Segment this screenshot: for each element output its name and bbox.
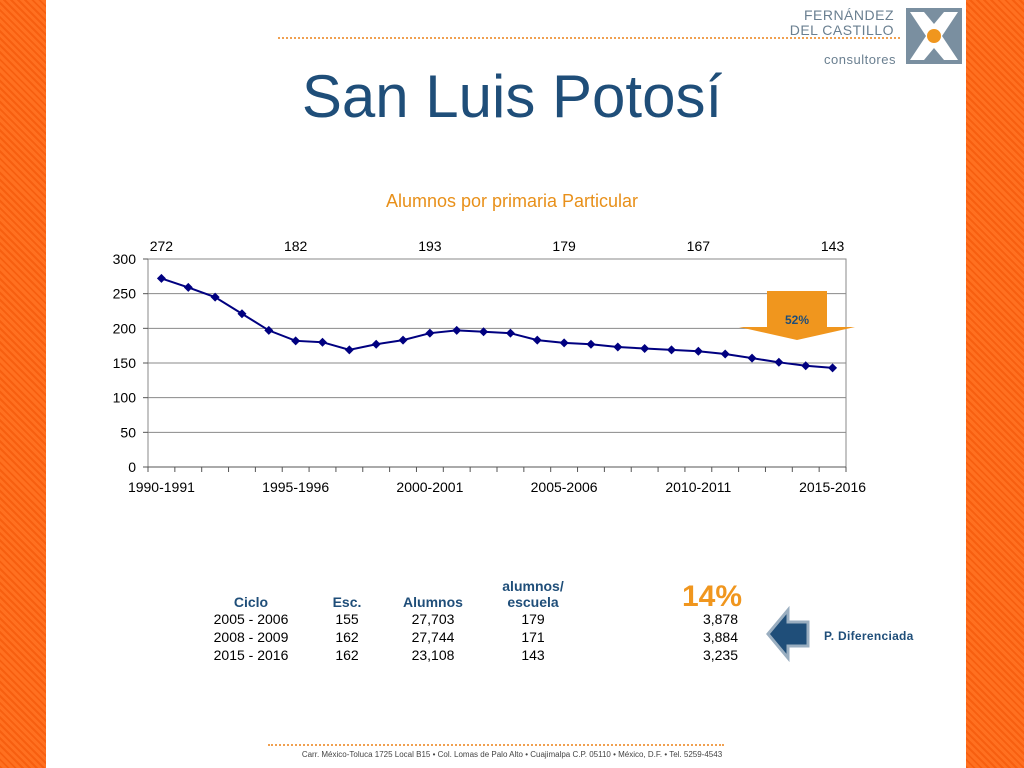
table-row: 2005 - 2006 155 27,703 179 3,878 [196, 610, 744, 628]
header-esc: Esc. [332, 594, 362, 610]
footer-divider [268, 744, 724, 746]
data-point [237, 309, 247, 319]
brand-sub: consultores [824, 52, 896, 67]
back-arrow-icon[interactable] [766, 606, 810, 662]
data-point [452, 325, 462, 335]
data-label: 179 [552, 238, 576, 254]
right-frame-stripe [966, 0, 1024, 768]
x-tick-label: 1990-1991 [128, 479, 195, 495]
data-point [532, 335, 542, 345]
data-point [425, 328, 435, 338]
cell-extra: 3,235 [702, 647, 738, 663]
data-point [183, 282, 193, 292]
data-label: 167 [687, 238, 711, 254]
data-point [747, 353, 757, 363]
cell-ciclo: 2008 - 2009 [213, 629, 289, 645]
data-point [559, 338, 569, 348]
data-point [344, 345, 354, 355]
y-tick-label: 150 [113, 355, 137, 371]
data-point [613, 342, 623, 352]
data-label: 193 [418, 238, 442, 254]
data-point [801, 361, 811, 371]
header-ape-line1: alumnos/ [502, 578, 564, 594]
cell-extra: 3,884 [702, 629, 738, 645]
data-point [318, 337, 327, 347]
cell-esc: 162 [335, 647, 359, 663]
table-header-row: Ciclo Esc. Alumnos alumnos/ escuela [196, 578, 744, 610]
data-label: 272 [150, 238, 174, 254]
page-title: San Luis Potosí [301, 63, 723, 130]
side-label: P. Diferenciada [824, 629, 914, 643]
percent-badge: 14% [682, 580, 743, 613]
annotation-label: 52% [785, 313, 809, 327]
down-arrow-icon [739, 291, 855, 340]
y-tick-label: 0 [128, 459, 136, 475]
cell-ciclo: 2015 - 2016 [213, 647, 289, 663]
stats-table: Ciclo Esc. Alumnos alumnos/ escuela 2005… [196, 578, 744, 664]
header-ape-line2: escuela [507, 594, 559, 610]
data-point [640, 343, 650, 353]
x-tick-label: 2010-2011 [665, 479, 731, 495]
data-point [156, 273, 166, 283]
data-point [479, 327, 489, 337]
series-line [161, 277, 833, 369]
header-divider [278, 37, 900, 39]
cell-ape: 171 [521, 629, 545, 645]
footer-address: Carr. México-Toluca 1725 Local B15 • Col… [301, 750, 723, 759]
data-point [828, 363, 838, 373]
data-label: 143 [821, 238, 845, 254]
cell-extra: 3,878 [702, 611, 738, 627]
y-tick-label: 250 [113, 286, 137, 302]
data-point [667, 345, 676, 355]
y-tick-label: 100 [113, 390, 137, 406]
data-point [586, 339, 596, 349]
x-tick-label: 2000-2001 [396, 479, 463, 495]
x-tick-label: 2005-2006 [531, 479, 598, 495]
x-tick-label: 2015-2016 [799, 479, 866, 495]
table-row: 2015 - 2016 162 23,108 143 3,235 [196, 646, 744, 664]
data-point [398, 335, 408, 345]
left-frame-stripe [0, 0, 46, 768]
cell-spacer [588, 610, 684, 628]
brand-line2: DEL CASTILLO [789, 22, 894, 38]
line-chart: 0 50 100 150 200 250 300 1990-1991 1995-1996 2000… [113, 238, 867, 495]
cell-esc: 155 [335, 611, 359, 627]
table-row: 2008 - 2009 162 27,744 171 3,884 [196, 628, 744, 646]
cell-ape: 179 [521, 611, 545, 627]
cell-ape: 143 [521, 647, 545, 663]
brand-logo-icon [906, 8, 962, 64]
cell-spacer [588, 628, 684, 646]
brand-line1: FERNÁNDEZ [803, 7, 894, 23]
data-label: 182 [284, 238, 308, 254]
header-spacer [588, 578, 684, 610]
brand-wordmark: FERNÁNDEZ DEL CASTILLO [790, 8, 894, 38]
data-point [210, 292, 220, 302]
y-tick-label: 50 [120, 424, 136, 440]
data-point [264, 325, 274, 335]
data-point [720, 349, 730, 359]
cell-alumnos: 27,703 [411, 611, 455, 627]
data-point [291, 336, 301, 346]
chart-title: Alumnos por primaria Particular [385, 191, 639, 211]
cell-ciclo: 2005 - 2006 [213, 611, 289, 627]
cell-esc: 162 [335, 629, 359, 645]
data-point [774, 357, 784, 367]
header-alumnos: Alumnos [403, 594, 463, 610]
y-tick-label: 200 [113, 320, 137, 336]
header-ciclo: Ciclo [233, 594, 269, 610]
data-point [505, 328, 515, 338]
header-alumnos-escuela: alumnos/ escuela [478, 578, 588, 610]
cell-spacer [588, 646, 684, 664]
data-point [693, 346, 703, 356]
cell-alumnos: 27,744 [411, 629, 455, 645]
cell-alumnos: 23,108 [411, 647, 455, 663]
x-tick-label: 1995-1996 [262, 479, 329, 495]
data-point [371, 339, 381, 349]
y-tick-label: 300 [113, 251, 137, 267]
